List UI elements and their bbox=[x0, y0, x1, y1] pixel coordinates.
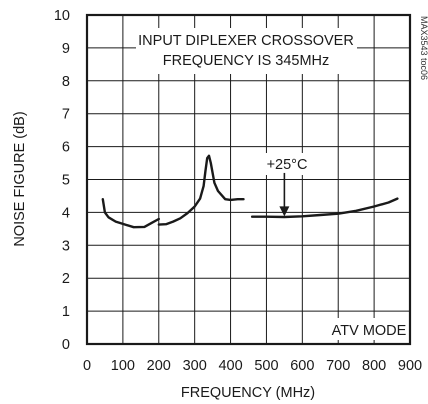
x-tick-label: 800 bbox=[362, 358, 386, 374]
y-tick-label: 8 bbox=[62, 74, 70, 90]
y-tick-label: 0 bbox=[62, 337, 70, 353]
plot-frame bbox=[85, 13, 412, 346]
y-tick-label: 6 bbox=[62, 140, 70, 156]
y-tick-label: 3 bbox=[62, 238, 70, 254]
noise-curves bbox=[101, 154, 399, 229]
arrow-head bbox=[279, 206, 290, 217]
y-tick-label: 9 bbox=[62, 41, 70, 57]
y-tick-label: 7 bbox=[62, 107, 70, 123]
annotation-crossover-line2: FREQUENCY IS 345MHz bbox=[163, 53, 330, 69]
annotation-temperature: +25°C bbox=[267, 157, 308, 173]
x-tick-label: 900 bbox=[398, 358, 422, 374]
figure-id-label: MAX3543 toc06 bbox=[419, 16, 428, 80]
x-axis-title: FREQUENCY (MHz) bbox=[181, 385, 315, 401]
annotation-crossover-line1: INPUT DIPLEXER CROSSOVER bbox=[138, 33, 354, 49]
annotation-mode: ATV MODE bbox=[332, 323, 407, 339]
x-tick-label: 600 bbox=[290, 358, 314, 374]
y-tick-label: 4 bbox=[62, 205, 70, 221]
y-tick-label: 1 bbox=[62, 304, 70, 320]
x-tick-label: 700 bbox=[326, 358, 350, 374]
noise-figure-series-1 bbox=[101, 197, 161, 229]
tick-labels: 0 100 200 300 400 500 600 700 800 900 0 1 2 3 4 5 6 7 8 9 10 bbox=[54, 8, 422, 374]
x-tick-label: 400 bbox=[218, 358, 242, 374]
noise-figure-series-2 bbox=[157, 154, 245, 226]
x-tick-label: 200 bbox=[147, 358, 171, 374]
x-tick-label: 0 bbox=[83, 358, 91, 374]
x-tick-label: 300 bbox=[183, 358, 207, 374]
annotation-box-crossover: INPUT DIPLEXER CROSSOVER FREQUENCY IS 34… bbox=[136, 28, 357, 74]
y-tick-label: 2 bbox=[62, 271, 70, 287]
y-tick-label: 10 bbox=[54, 8, 70, 24]
x-tick-label: 500 bbox=[254, 358, 278, 374]
temperature-arrow bbox=[279, 172, 290, 217]
annotation-temperature-group: +25°C bbox=[262, 153, 312, 175]
y-tick-label: 5 bbox=[62, 173, 70, 189]
x-tick-label: 100 bbox=[111, 358, 135, 374]
noise-figure-series-3 bbox=[250, 197, 399, 219]
y-axis-title: NOISE FIGURE (dB) bbox=[12, 111, 28, 246]
annotation-box-mode: ATV MODE bbox=[329, 318, 409, 340]
